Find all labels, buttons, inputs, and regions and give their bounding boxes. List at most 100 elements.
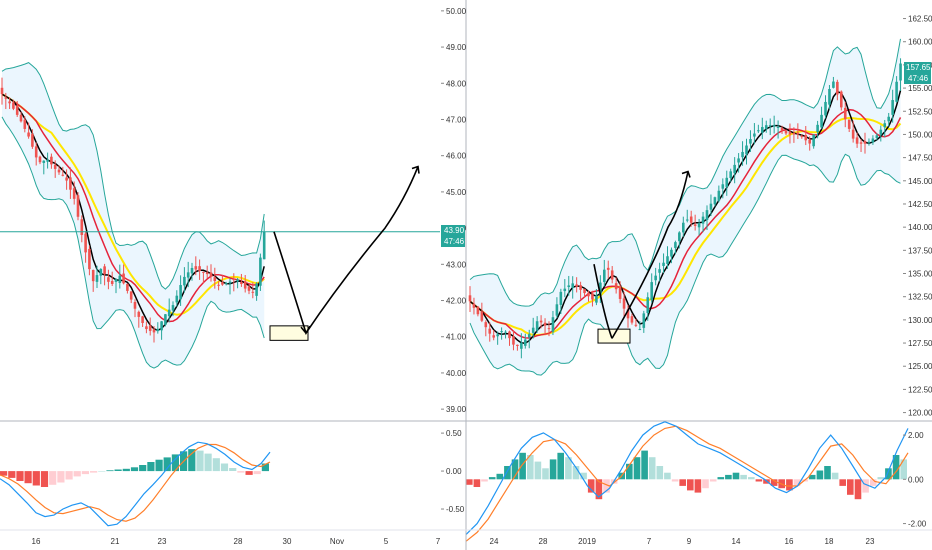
right-macd-histogram-bar bbox=[671, 479, 679, 482]
left-macd-histogram-bar bbox=[24, 471, 32, 484]
rp-candle-body bbox=[792, 132, 796, 135]
lp-candle-body bbox=[61, 174, 65, 176]
rp-candle-body bbox=[496, 334, 499, 337]
left-price-axis-tick-label: 39.00 bbox=[446, 405, 467, 414]
rp-candle-body bbox=[610, 270, 614, 280]
left-macd-histogram-bar bbox=[65, 471, 73, 480]
right-macd-axis-tick-label: -2.00 bbox=[908, 520, 927, 529]
right-macd-histogram-bar bbox=[587, 479, 595, 493]
rp-candle-body bbox=[642, 313, 646, 328]
rp-candle-body bbox=[583, 288, 586, 294]
lp-candle-body bbox=[186, 272, 190, 278]
right-macd-axis-tick-label: 0.00 bbox=[908, 475, 924, 484]
rp-candle-body bbox=[606, 267, 610, 270]
right-macd-histogram-bar bbox=[534, 461, 542, 480]
lp-candle-body bbox=[175, 295, 179, 303]
right-macd-histogram-bar bbox=[565, 457, 572, 480]
right-macd-histogram-bar bbox=[527, 455, 534, 480]
right-macd-histogram-bar bbox=[519, 452, 526, 480]
right-time-axis-tick-label: 9 bbox=[687, 537, 692, 546]
lp-candle-body bbox=[15, 105, 19, 115]
right-macd-histogram-bar bbox=[626, 463, 633, 480]
left-price-panel[interactable] bbox=[0, 62, 440, 369]
right-countdown-badge bbox=[904, 73, 931, 84]
right-last-price-label: 157.65 bbox=[906, 63, 931, 72]
right-price-axis-tick-label: 120.00 bbox=[908, 409, 932, 418]
rp-candle-body bbox=[662, 262, 665, 266]
right-macd-histogram-bar bbox=[885, 468, 892, 480]
lp-candle-body bbox=[148, 325, 152, 331]
right-macd-histogram-bar bbox=[709, 479, 717, 482]
lp-candle-body bbox=[228, 281, 232, 284]
lp-candle-body bbox=[167, 309, 171, 317]
lp-bollinger-upper bbox=[1, 62, 265, 290]
rp-bollinger-upper bbox=[469, 38, 901, 307]
rp-candle-body bbox=[836, 81, 839, 95]
rp-candle-body bbox=[717, 190, 721, 201]
rp-candle-body bbox=[654, 275, 657, 281]
lp-candle-body bbox=[122, 273, 125, 284]
left-macd-histogram-bar bbox=[73, 471, 81, 477]
rp-ma-red bbox=[469, 108, 902, 339]
rp-candle-body bbox=[764, 125, 768, 129]
lp-candle-body bbox=[179, 285, 182, 299]
rp-candle-body bbox=[745, 145, 748, 155]
left-annotation-arrowhead bbox=[411, 165, 420, 174]
left-macd-axis-tick-label: 0.50 bbox=[446, 429, 462, 438]
rp-candle-body bbox=[867, 141, 871, 143]
right-macd-histogram-bar bbox=[755, 479, 763, 482]
rp-candle-body bbox=[527, 334, 531, 338]
left-macd-histogram-bar bbox=[130, 467, 139, 472]
right-time-axis-tick-label: 18 bbox=[825, 537, 834, 546]
right-macd-histogram-bar bbox=[725, 474, 732, 480]
right-last-price-badge bbox=[904, 62, 931, 73]
right-price-badges: 157.65 47:46 bbox=[904, 62, 931, 84]
right-macd-histogram-bar bbox=[504, 466, 511, 480]
right-macd-histogram-bar bbox=[542, 468, 549, 480]
rp-candle-body bbox=[484, 322, 488, 328]
left-macd-histogram-bar bbox=[0, 471, 8, 476]
lp-candle-body bbox=[42, 160, 46, 163]
left-macd-axis-tick-label: -0.50 bbox=[446, 505, 465, 514]
left-macd-histogram-bar bbox=[163, 457, 171, 472]
right-price-axis-tick-label: 132.50 bbox=[908, 293, 932, 302]
lp-candle-body bbox=[141, 316, 144, 323]
rp-candle-body bbox=[579, 285, 582, 290]
right-price-axis-tick-label: 125.00 bbox=[908, 362, 932, 371]
rp-candle-body bbox=[547, 328, 551, 330]
right-price-panel[interactable] bbox=[468, 38, 902, 376]
left-macd-histogram-bar bbox=[106, 470, 114, 472]
right-macd-histogram-bar bbox=[900, 459, 907, 480]
right-macd-histogram-bar bbox=[641, 450, 648, 480]
left-price-axis-tick-label: 45.00 bbox=[446, 188, 467, 197]
rp-candle-body bbox=[804, 135, 808, 141]
rp-candle-body bbox=[488, 328, 492, 334]
lp-candle-body bbox=[205, 272, 209, 275]
left-annotation-arrow bbox=[273, 166, 419, 335]
rp-candle-body bbox=[875, 135, 879, 138]
rp-candle-body bbox=[678, 232, 681, 242]
right-macd-panel[interactable] bbox=[465, 421, 909, 542]
rp-candle-body bbox=[634, 324, 638, 326]
rp-candle-body bbox=[472, 303, 476, 308]
rp-candle-body bbox=[796, 132, 800, 135]
lp-candle-body bbox=[107, 277, 110, 282]
left-time-axis-tick-label: 21 bbox=[111, 537, 120, 546]
right-price-axis-tick-label: 140.00 bbox=[908, 223, 932, 232]
left-moving-averages bbox=[1, 93, 265, 332]
lp-candle-body bbox=[76, 195, 80, 217]
left-price-axis-tick-label: 49.00 bbox=[446, 43, 467, 52]
lp-candle-body bbox=[262, 231, 266, 260]
right-price-axis-tick-label: 147.50 bbox=[908, 154, 932, 163]
left-macd-histogram-bar bbox=[32, 471, 40, 486]
rp-candle-body bbox=[674, 242, 677, 248]
rp-candle-body bbox=[812, 134, 815, 147]
lp-candle-body bbox=[183, 276, 186, 286]
left-macd-panel[interactable] bbox=[0, 441, 271, 527]
right-time-axis-tick-label: 2019 bbox=[578, 537, 596, 546]
right-macd-histogram-bar bbox=[572, 466, 580, 480]
right-macd-histogram-bar bbox=[877, 477, 885, 480]
rp-candle-body bbox=[784, 130, 788, 134]
rp-candle-body bbox=[855, 137, 859, 144]
left-time-axis-tick-label: 28 bbox=[234, 537, 243, 546]
